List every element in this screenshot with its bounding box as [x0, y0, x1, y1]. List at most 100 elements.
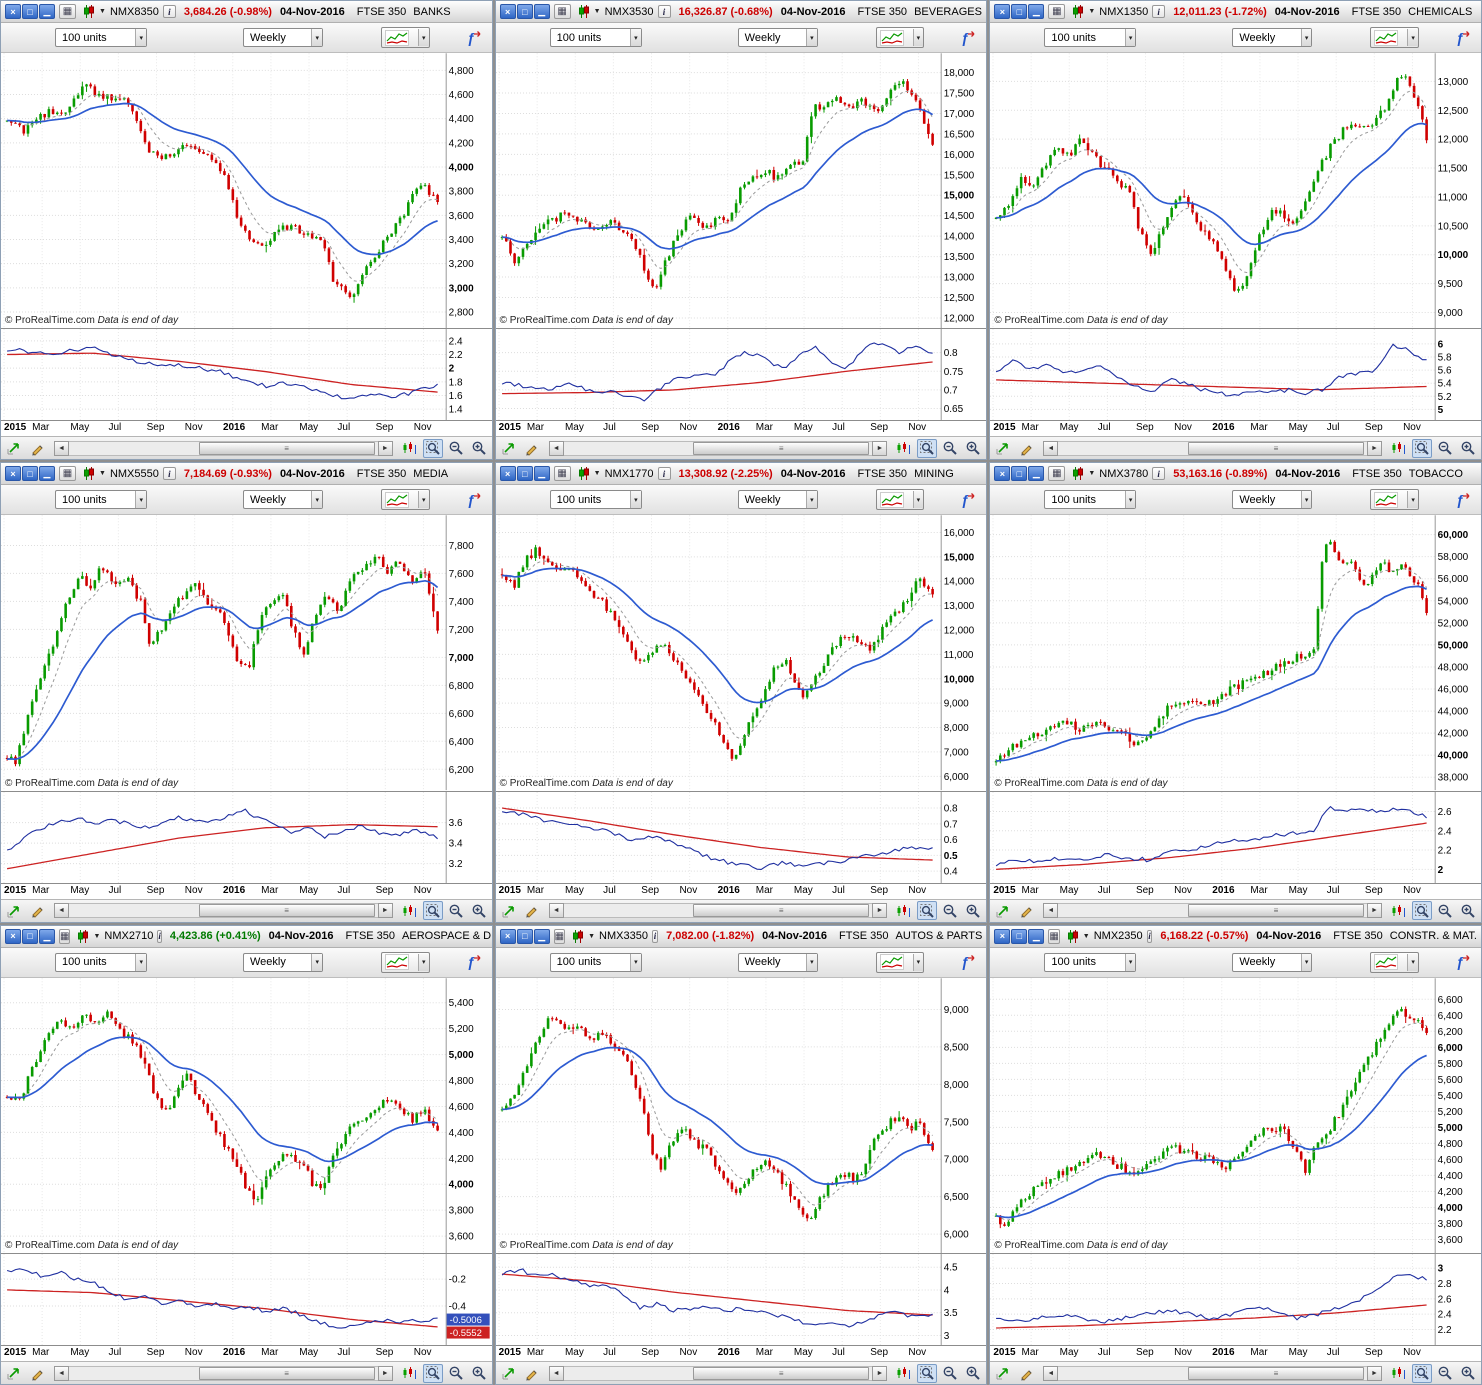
scrollbar-track[interactable]: ≡ [1058, 440, 1367, 456]
zoom-selection-icon[interactable] [422, 438, 443, 458]
scrollbar-thumb[interactable]: ≡ [693, 441, 870, 455]
zoom-selection-icon[interactable] [1411, 438, 1432, 458]
zoom-in-icon[interactable] [469, 439, 489, 458]
ticker-dropdown-icon[interactable]: ▼ [93, 932, 101, 940]
scrollbar-track[interactable]: ≡ [563, 440, 873, 456]
workspace-grid-icon[interactable]: ▦ [59, 928, 71, 944]
scroll-left-icon[interactable]: ◄ [1043, 1365, 1059, 1381]
scroll-left-icon[interactable]: ◄ [548, 903, 564, 919]
time-scrollbar[interactable]: ◄ ≡ ► [54, 440, 393, 456]
indicator-chart-canvas[interactable]: 2.4 2.2 2 1.8 1.6 1.4 [1, 329, 492, 421]
scroll-right-icon[interactable]: ► [872, 1365, 888, 1381]
timeframe-select[interactable]: Weekly ▾ [243, 952, 323, 972]
scroll-right-icon[interactable]: ► [1366, 903, 1382, 919]
timeframe-select[interactable]: Weekly ▾ [1232, 28, 1313, 47]
indicators-icon[interactable]: ƒ [958, 489, 978, 510]
indicators-icon[interactable]: ƒ [464, 27, 484, 48]
maximize-icon[interactable]: □ [516, 4, 533, 19]
timeframe-select[interactable]: Weekly ▾ [1232, 952, 1313, 972]
scrollbar-thumb[interactable]: ≡ [693, 904, 870, 918]
info-icon[interactable]: i [657, 467, 671, 481]
close-icon[interactable]: × [499, 4, 516, 19]
close-icon[interactable]: × [994, 466, 1011, 482]
units-select[interactable]: 100 units ▾ [549, 490, 642, 510]
chart-display-icon[interactable] [894, 439, 914, 458]
info-icon[interactable]: i [1152, 5, 1166, 18]
indicator-chart[interactable]: 2.6 2.4 2.2 2 [990, 790, 1481, 883]
units-select[interactable]: 100 units ▾ [549, 952, 642, 972]
scroll-left-icon[interactable]: ◄ [54, 440, 69, 456]
time-scrollbar[interactable]: ◄ ≡ ► [54, 903, 393, 919]
drawing-tool-icon[interactable] [27, 1364, 47, 1383]
zoom-in-icon[interactable] [963, 439, 983, 458]
indicators-icon[interactable]: ƒ [1453, 489, 1473, 510]
price-chart-canvas[interactable]: 6,600 6,400 6,200 6,000 5,800 5,600 5,400 5,200… [990, 977, 1481, 1253]
workspace-grid-icon[interactable]: ▦ [1048, 4, 1066, 19]
scrollbar-thumb[interactable]: ≡ [693, 1366, 870, 1380]
chart-display-icon[interactable] [1389, 439, 1409, 458]
ticker-symbol[interactable]: NMX1770 [604, 467, 654, 480]
scroll-right-icon[interactable]: ► [1366, 440, 1382, 456]
drawing-tool-icon[interactable] [1016, 1364, 1036, 1383]
info-icon[interactable]: i [162, 5, 176, 18]
chart-style-button[interactable]: ▾ [875, 489, 925, 511]
export-icon[interactable] [499, 901, 519, 920]
zoom-in-icon[interactable] [1458, 439, 1478, 458]
scroll-left-icon[interactable]: ◄ [548, 1365, 564, 1381]
drawing-tool-icon[interactable] [27, 901, 47, 920]
scrollbar-thumb[interactable]: ≡ [1187, 1366, 1364, 1380]
zoom-in-icon[interactable] [1458, 901, 1478, 920]
price-chart-canvas[interactable]: 18,000 17,500 17,000 16,500 16,000 15,500 15,0… [495, 53, 987, 329]
scrollbar-thumb[interactable]: ≡ [1187, 441, 1364, 455]
indicator-chart[interactable]: -0.2 -0.4 -0.5006 -0.5552 [1, 1253, 492, 1345]
timeframe-select[interactable]: Weekly ▾ [1232, 490, 1313, 510]
scroll-right-icon[interactable]: ► [377, 1365, 393, 1381]
info-icon[interactable]: i [651, 929, 659, 943]
drawing-tool-icon[interactable] [522, 1364, 542, 1383]
price-chart-canvas[interactable]: 60,000 58,000 56,000 54,000 52,000 50,000 48,0… [990, 515, 1481, 791]
scrollbar-track[interactable]: ≡ [69, 440, 378, 456]
time-scrollbar[interactable]: ◄ ≡ ► [1043, 440, 1382, 456]
scrollbar-thumb[interactable]: ≡ [198, 441, 375, 455]
minimize-icon[interactable]: ▁ [1028, 4, 1045, 19]
scrollbar-track[interactable]: ≡ [563, 903, 873, 919]
indicator-chart-canvas[interactable]: 0.8 0.75 0.7 0.65 [495, 329, 987, 421]
workspace-grid-icon[interactable]: ▦ [1048, 928, 1060, 944]
time-scrollbar[interactable]: ◄ ≡ ► [1043, 1365, 1382, 1381]
export-icon[interactable] [4, 901, 24, 920]
scrollbar-track[interactable]: ≡ [563, 1365, 873, 1381]
zoom-selection-icon[interactable] [917, 1363, 938, 1383]
ticker-dropdown-icon[interactable]: ▼ [593, 470, 601, 478]
time-scrollbar[interactable]: ◄ ≡ ► [54, 1365, 393, 1381]
timeframe-select[interactable]: Weekly ▾ [737, 490, 818, 510]
indicators-icon[interactable]: ƒ [958, 952, 978, 973]
scroll-left-icon[interactable]: ◄ [1043, 440, 1059, 456]
info-icon[interactable]: i [1146, 929, 1153, 943]
scrollbar-track[interactable]: ≡ [1058, 903, 1367, 919]
price-chart-canvas[interactable]: 9,000 8,500 8,000 7,500 7,000 6,500 6,000 [495, 977, 987, 1253]
minimize-icon[interactable]: ▁ [39, 466, 55, 482]
info-icon[interactable]: i [657, 5, 671, 18]
workspace-grid-icon[interactable]: ▦ [553, 466, 571, 482]
chart-display-icon[interactable] [400, 901, 420, 920]
drawing-tool-icon[interactable] [27, 439, 47, 458]
price-chart[interactable]: 4,800 4,600 4,400 4,200 4,000 3,800 3,600 3,400… [1, 53, 492, 329]
ticker-symbol[interactable]: NMX8350 [109, 5, 159, 18]
zoom-selection-icon[interactable] [917, 438, 938, 458]
chart-display-icon[interactable] [400, 439, 420, 458]
indicator-chart-canvas[interactable]: -0.2 -0.4 -0.5006 -0.5552 [1, 1254, 492, 1345]
maximize-icon[interactable]: □ [22, 928, 38, 944]
indicator-chart[interactable]: 2.4 2.2 2 1.8 1.6 1.4 [1, 328, 492, 421]
chart-display-icon[interactable] [400, 1364, 420, 1383]
zoom-in-icon[interactable] [469, 1364, 489, 1383]
price-chart[interactable]: 13,000 12,500 12,000 11,500 11,000 10,500 10,0… [990, 53, 1481, 329]
price-chart[interactable]: 7,800 7,600 7,400 7,200 7,000 6,800 6,600 6,400… [1, 515, 492, 791]
scroll-left-icon[interactable]: ◄ [548, 440, 564, 456]
time-scrollbar[interactable]: ◄ ≡ ► [548, 440, 888, 456]
maximize-icon[interactable]: □ [1011, 4, 1028, 19]
chart-display-icon[interactable] [1389, 1364, 1409, 1383]
indicator-chart-canvas[interactable]: 3.6 3.4 3.2 [1, 791, 492, 883]
zoom-selection-icon[interactable] [1411, 901, 1432, 921]
chart-style-button[interactable]: ▾ [875, 27, 925, 48]
units-select[interactable]: 100 units ▾ [1044, 490, 1137, 510]
